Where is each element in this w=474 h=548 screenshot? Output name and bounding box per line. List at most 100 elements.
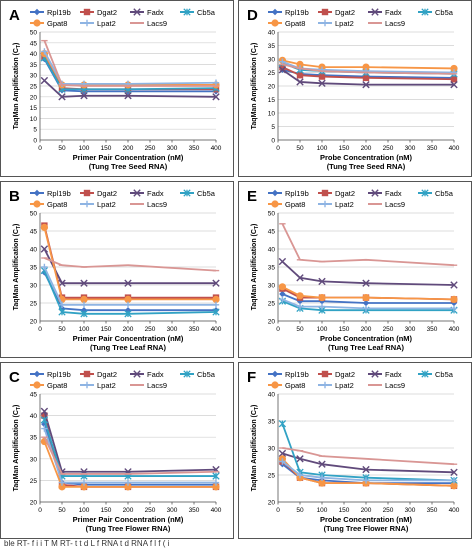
legend-entry: Dgat2	[318, 189, 355, 198]
x-tick-label: 100	[79, 326, 90, 333]
y-tick-label: 25	[30, 478, 38, 485]
data-point	[40, 76, 49, 85]
panel-letter: C	[9, 369, 20, 386]
y-tick-label: 20	[268, 500, 276, 507]
legend-marker	[183, 8, 191, 16]
panel-border	[238, 362, 472, 539]
data-point	[80, 301, 88, 308]
data-point	[318, 479, 326, 487]
legend-marker	[321, 189, 329, 197]
data-point	[80, 92, 88, 100]
x-tick-label: 300	[167, 145, 178, 152]
data-point	[278, 420, 287, 428]
legend-entry: Rpl19b	[30, 370, 71, 379]
legend-label: Lacs9	[147, 19, 167, 28]
y-axis-label: TaqMan Amplification (CT)	[251, 405, 260, 492]
legend-entry: Lpat2	[80, 381, 116, 390]
series-lpat2	[41, 425, 220, 486]
data-point	[278, 449, 287, 458]
legend-marker	[421, 8, 429, 16]
legend-marker	[371, 8, 379, 16]
y-tick-label: 40	[268, 247, 276, 254]
data-point	[450, 482, 458, 490]
data-point	[278, 257, 287, 266]
data-point	[212, 301, 220, 308]
x-tick-label: 250	[145, 145, 156, 152]
series-lpat2	[279, 296, 458, 312]
data-point	[296, 298, 304, 305]
legend-label: Gpat8	[285, 381, 305, 390]
series-lacs9	[41, 257, 220, 272]
legend-label: Rpl19b	[47, 8, 71, 17]
x-tick-label: 50	[58, 507, 66, 514]
legend-entry: Gpat8	[30, 200, 67, 209]
x-tick-label: 150	[101, 507, 112, 514]
data-point	[450, 281, 458, 289]
x-tick-label: 250	[145, 326, 156, 333]
legend-label: Gpat8	[47, 200, 67, 209]
legend-label: Rpl19b	[285, 370, 309, 379]
legend-marker	[83, 370, 91, 378]
legend-label: Cb5a	[197, 189, 216, 198]
x-tick-label: 50	[296, 326, 304, 333]
legend-marker	[133, 189, 141, 197]
x-tick-label: 100	[317, 326, 328, 333]
x-tick-label: 350	[189, 507, 200, 514]
data-point	[362, 80, 370, 89]
y-tick-label: 50	[30, 30, 38, 37]
chart-panel-a: A Rpl19b Dgat2 Fadx Cb5a Gpat8 Lpat2 Lacs9 0 5 10 1…	[0, 0, 234, 177]
y-tick-label: 0	[271, 138, 275, 145]
data-point	[318, 79, 326, 87]
data-point	[278, 66, 287, 74]
series-lpat2	[279, 458, 458, 484]
legend-label: Gpat8	[285, 200, 305, 209]
legend-marker	[271, 8, 279, 16]
series-cb5a	[40, 266, 220, 318]
data-point	[362, 279, 370, 287]
y-tick-label: 40	[30, 413, 38, 420]
x-tick-label: 100	[79, 145, 90, 152]
data-point	[362, 74, 370, 82]
data-point	[80, 295, 88, 303]
legend-marker	[83, 19, 91, 27]
legend-marker	[421, 370, 429, 378]
data-point	[212, 279, 220, 287]
data-point	[318, 303, 326, 310]
data-point	[212, 483, 220, 491]
legend-label: Fadx	[147, 189, 164, 198]
data-point	[80, 479, 88, 486]
legend-entry: Fadx	[130, 370, 164, 379]
x-axis-sublabel: (Tung Tree Seed RNA)	[89, 162, 168, 171]
data-point	[362, 465, 370, 474]
data-point	[41, 412, 48, 419]
data-point	[40, 245, 49, 253]
x-tick-label: 250	[145, 507, 156, 514]
data-point	[41, 263, 48, 271]
y-tick-label: 25	[30, 301, 38, 308]
series-dgat2	[279, 63, 458, 83]
legend-label: Cb5a	[435, 8, 454, 17]
x-tick-label: 350	[427, 145, 438, 152]
data-point	[212, 472, 220, 480]
x-axis-label: Primer Pair Concentration (nM)	[73, 153, 184, 162]
legend-label: Cb5a	[197, 8, 216, 17]
data-point	[212, 295, 220, 303]
legend-label: Lpat2	[97, 200, 116, 209]
x-axis-sublabel: (Tung Tree Leaf RNA)	[90, 343, 167, 352]
legend-label: Dgat2	[335, 189, 355, 198]
legend-label: Gpat8	[47, 19, 67, 28]
data-point	[318, 298, 326, 305]
data-point	[318, 460, 326, 468]
legend-entry: Dgat2	[80, 189, 117, 198]
data-point	[124, 295, 132, 303]
y-tick-label: 5	[271, 124, 275, 131]
y-tick-label: 50	[30, 211, 38, 218]
legend-label: Lpat2	[97, 19, 116, 28]
y-tick-label: 35	[30, 435, 38, 442]
legend-marker	[83, 189, 91, 197]
data-point	[124, 310, 132, 318]
x-tick-label: 0	[276, 507, 280, 514]
x-tick-label: 0	[38, 326, 42, 333]
data-point	[318, 73, 326, 80]
legend-entry: Fadx	[368, 370, 402, 379]
